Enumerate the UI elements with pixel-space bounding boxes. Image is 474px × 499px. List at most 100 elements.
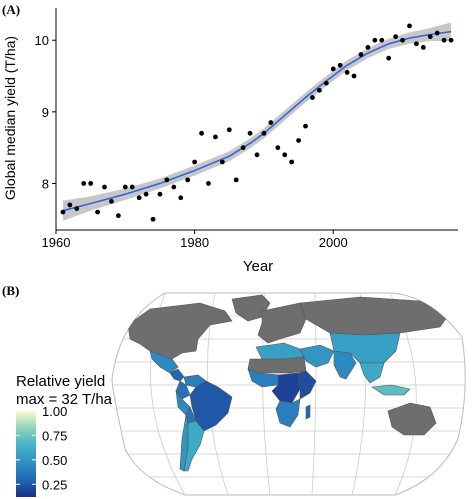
data-point	[206, 181, 211, 186]
data-point	[407, 23, 412, 29]
data-point	[261, 130, 267, 136]
region-argentina	[183, 420, 205, 472]
data-point	[393, 34, 399, 40]
data-point	[143, 191, 149, 197]
data-point	[185, 177, 191, 183]
colorbar	[16, 411, 36, 497]
data-point	[420, 44, 426, 50]
data-point	[289, 159, 295, 165]
data-point	[303, 123, 308, 129]
yield-trend-chart: 1960 1980 2000 8 9 10 Year Global median yiel…	[2, 8, 458, 275]
data-point	[109, 198, 114, 204]
x-tick-label: 1980	[180, 235, 209, 250]
data-point	[115, 213, 121, 219]
data-point	[448, 37, 454, 43]
region-colombia	[175, 380, 191, 400]
panel-label-b: (B)	[2, 283, 20, 298]
map-globe	[111, 292, 466, 496]
colorbar-tick-label: 0.50	[42, 453, 67, 468]
data-point	[275, 145, 281, 151]
panel-label-a: (A)	[2, 2, 21, 17]
y-tick-label: 9	[42, 105, 49, 120]
data-point	[365, 44, 371, 50]
world-yield-map: Relative yield max = 32 T/ha 1.00 0.75 0.5…	[16, 292, 466, 497]
legend-title-line-1: Relative yield	[16, 373, 105, 390]
colorbar-tick-label: 1.00	[42, 404, 67, 419]
data-point	[372, 37, 378, 43]
data-point	[254, 152, 260, 158]
data-point	[88, 181, 94, 186]
region-russia	[299, 296, 451, 336]
data-point	[136, 195, 142, 201]
data-point	[219, 159, 225, 165]
data-point	[441, 37, 447, 43]
region-brazil	[189, 380, 233, 432]
region-indonesia	[371, 384, 411, 396]
data-point	[74, 206, 80, 211]
data-point	[379, 37, 385, 43]
x-axis-label: Year	[243, 258, 273, 275]
legend-title-line-2: max = 32 T/ha	[16, 391, 113, 408]
data-point	[122, 184, 128, 190]
data-point	[434, 30, 440, 36]
data-point	[178, 195, 184, 201]
region-east-africa	[297, 370, 317, 400]
data-point	[240, 145, 246, 151]
data-point	[400, 37, 405, 43]
data-point	[102, 184, 107, 190]
data-point	[226, 127, 232, 133]
x-tick-label: 2000	[319, 235, 348, 250]
y-tick-label: 10	[35, 33, 49, 48]
confidence-band	[62, 22, 452, 221]
colorbar-tick-label: 0.25	[42, 477, 67, 492]
data-point	[344, 70, 350, 75]
y-tick-label: 8	[42, 176, 49, 191]
region-southern-africa	[275, 398, 301, 428]
data-point	[233, 177, 239, 183]
data-point	[296, 138, 301, 143]
data-point	[157, 191, 163, 197]
region-southeast-asia	[359, 362, 385, 384]
region-sahara	[247, 356, 307, 374]
data-point	[67, 202, 73, 208]
data-point	[199, 130, 204, 136]
data-point	[95, 209, 100, 215]
data-point	[81, 181, 87, 186]
color-legend: Relative yield max = 32 T/ha 1.00 0.75 0.5…	[16, 373, 113, 497]
data-point	[60, 209, 66, 215]
y-axis-label: Global median yield (T/ha)	[2, 36, 18, 200]
data-point	[282, 152, 288, 158]
region-north-america	[127, 302, 233, 360]
data-points	[60, 23, 454, 222]
x-tick-label: 1960	[42, 235, 71, 250]
data-point	[150, 216, 156, 222]
data-point	[192, 159, 198, 165]
confidence-band-area	[62, 22, 452, 221]
data-point	[414, 41, 419, 47]
region-australia	[387, 402, 437, 436]
data-point	[247, 130, 253, 136]
data-point	[213, 134, 218, 140]
data-point	[171, 184, 177, 190]
data-point	[358, 52, 364, 57]
data-point	[323, 80, 329, 86]
data-point	[316, 87, 322, 93]
region-middle-east	[299, 344, 335, 368]
data-point	[337, 62, 343, 68]
trend-line-path	[62, 30, 452, 212]
trend-line	[62, 30, 452, 212]
data-point	[427, 34, 433, 40]
region-central-america	[169, 368, 185, 382]
axes: 1960 1980 2000 8 9 10	[35, 8, 458, 250]
data-point	[268, 120, 274, 125]
countries	[127, 294, 451, 472]
colorbar-ticks: 1.00 0.75 0.50 0.25	[16, 404, 67, 492]
colorbar-tick-label: 0.75	[42, 428, 67, 443]
data-point	[310, 95, 315, 100]
data-point	[129, 184, 135, 190]
data-point	[386, 55, 392, 61]
data-point	[351, 73, 357, 79]
data-point	[164, 177, 170, 183]
data-point	[330, 66, 336, 72]
region-madagascar	[305, 404, 311, 420]
